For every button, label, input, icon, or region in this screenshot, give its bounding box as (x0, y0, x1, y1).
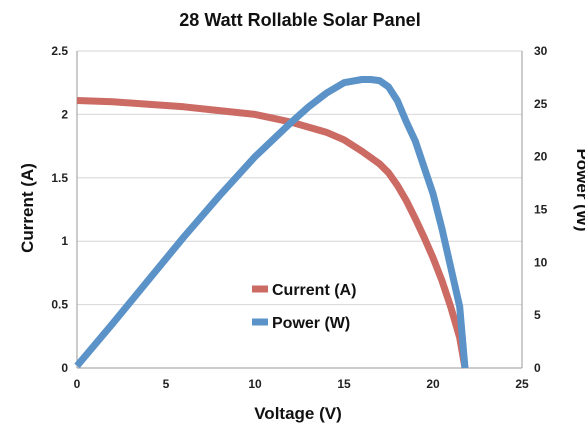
x-tick-15: 15 (337, 377, 351, 391)
y-tick-2: 2 (61, 107, 68, 121)
legend-label-power: Power (W) (272, 315, 350, 332)
series-line-power (74, 76, 469, 369)
y-tick-1.5: 1.5 (51, 171, 68, 185)
y-tick-0: 0 (61, 361, 68, 375)
y-axis-ticks: 0 0.5 1 1.5 2 2.5 (51, 44, 68, 375)
y2-axis-ticks: 0 5 10 15 20 25 30 (534, 44, 548, 375)
y2-tick-5: 5 (534, 308, 541, 322)
x-tick-20: 20 (426, 377, 440, 391)
y2-tick-10: 10 (534, 255, 548, 269)
series-lines (74, 76, 469, 369)
legend-label-current: Current (A) (272, 282, 356, 299)
y2-tick-30: 30 (534, 44, 548, 58)
y2-axis-title: Power (W) (573, 148, 585, 231)
legend: Current (A) Power (W) (252, 282, 356, 332)
series-line-current (76, 97, 469, 369)
y-tick-2.5: 2.5 (51, 44, 68, 58)
x-axis-ticks: 0 5 10 15 20 25 (74, 377, 529, 391)
x-axis-title: Voltage (V) (254, 404, 342, 423)
chart-title: 28 Watt Rollable Solar Panel (179, 10, 420, 30)
x-tick-0: 0 (74, 377, 81, 391)
x-tick-10: 10 (248, 377, 262, 391)
y2-tick-0: 0 (534, 361, 541, 375)
x-tick-25: 25 (515, 377, 529, 391)
y2-tick-20: 20 (534, 150, 548, 164)
y-tick-0.5: 0.5 (51, 298, 68, 312)
y-axis-title: Current (A) (18, 163, 37, 253)
y2-tick-15: 15 (534, 203, 548, 217)
x-tick-5: 5 (163, 377, 170, 391)
y-tick-1: 1 (61, 234, 68, 248)
y2-tick-25: 25 (534, 97, 548, 111)
